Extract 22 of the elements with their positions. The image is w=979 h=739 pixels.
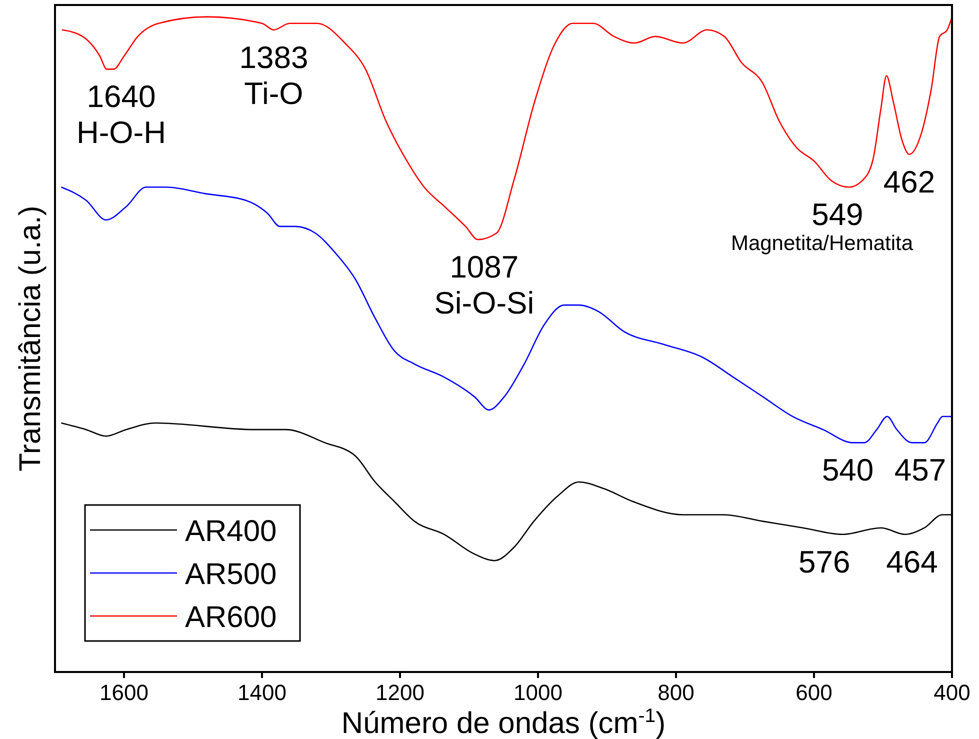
x-axis-title: Número de ondas (cm$^{-1}$) xyxy=(341,705,666,739)
x-tick-label: 600 xyxy=(796,680,832,705)
x-tick-label: 1000 xyxy=(514,680,562,705)
x-tick-label: 400 xyxy=(934,680,970,705)
annotation: Magnetita/Hematita xyxy=(730,232,914,255)
y-axis-title: Transmitância (u.a.) xyxy=(14,206,47,472)
legend-label: AR400 xyxy=(185,515,277,548)
annotation: 1087 Si-O-Si xyxy=(434,250,534,321)
x-tick-label: 1600 xyxy=(100,680,148,705)
annotation: 457 xyxy=(894,452,946,488)
annotation: 1383 Ti-O xyxy=(239,40,308,111)
legend-label: AR500 xyxy=(185,558,277,591)
annotation: 462 xyxy=(883,164,936,200)
x-tick-label: 800 xyxy=(658,680,694,705)
annotation: 1640 H-O-H xyxy=(76,79,166,150)
x-tick-label: 1200 xyxy=(376,680,424,705)
annotation: 464 xyxy=(886,544,938,580)
annotation: 540 xyxy=(822,452,874,488)
x-tick-label: 1400 xyxy=(238,680,286,705)
annotation: 549 xyxy=(812,197,864,232)
annotation: 576 xyxy=(798,544,850,580)
legend-label: AR600 xyxy=(185,601,277,634)
